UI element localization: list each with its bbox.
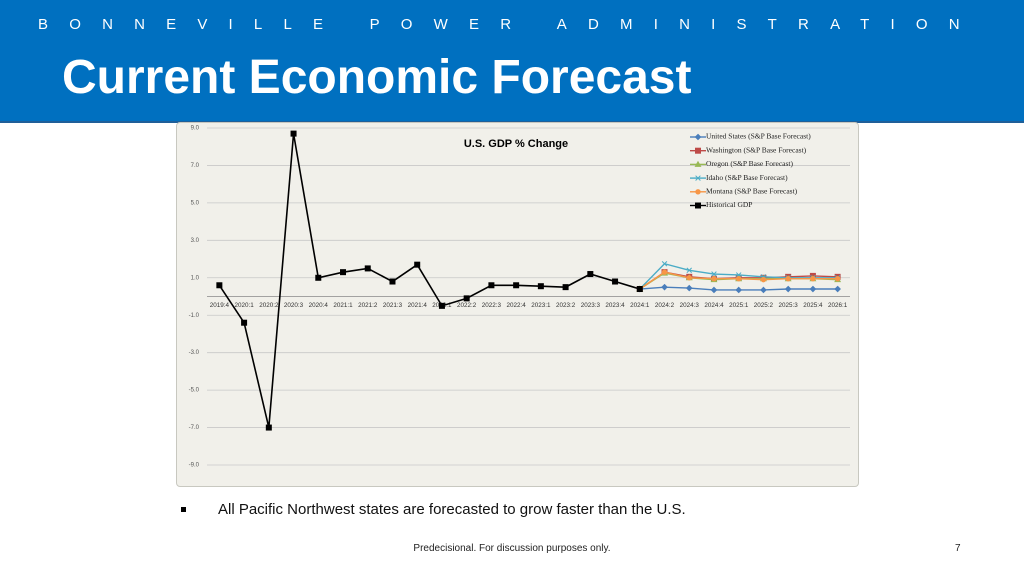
series-line bbox=[218, 133, 641, 428]
header-bar: BONNEVILLE POWER ADMINISTRATION Current … bbox=[0, 0, 1024, 123]
x-tick-label: 2020:4 bbox=[309, 302, 329, 309]
x-tick-label: 2020:1 bbox=[234, 302, 254, 309]
x-tick-label: 2022:3 bbox=[482, 302, 502, 309]
y-tick-label: 3.0 bbox=[191, 238, 200, 244]
x-tick-label: 2022:4 bbox=[507, 302, 527, 309]
marker bbox=[463, 295, 470, 302]
marker bbox=[414, 261, 421, 268]
marker bbox=[265, 424, 272, 431]
x-tick-label: 2023:4 bbox=[605, 302, 625, 309]
y-tick-label: 5.0 bbox=[191, 200, 200, 206]
y-tick-label: -7.0 bbox=[189, 425, 200, 431]
marker bbox=[711, 271, 717, 277]
marker bbox=[686, 275, 692, 281]
marker bbox=[241, 319, 248, 326]
page-number: 7 bbox=[955, 543, 961, 554]
marker bbox=[785, 276, 791, 282]
y-tick-label: -9.0 bbox=[189, 463, 200, 469]
legend-label: United States (S&P Base Forecast) bbox=[706, 132, 811, 141]
bullet bbox=[181, 507, 186, 512]
marker bbox=[695, 175, 701, 181]
marker bbox=[711, 276, 717, 282]
x-tick-label: 2021:4 bbox=[408, 302, 428, 309]
bullet-text: All Pacific Northwest states are forecas… bbox=[218, 501, 686, 518]
marker bbox=[661, 283, 668, 291]
x-tick-label: 2024:4 bbox=[704, 302, 724, 309]
marker bbox=[695, 147, 701, 154]
chart-title: U.S. GDP % Change bbox=[464, 138, 568, 150]
legend-label: Oregon (S&P Base Forecast) bbox=[706, 159, 793, 168]
legend-label: Idaho (S&P Base Forecast) bbox=[706, 173, 788, 182]
marker bbox=[562, 284, 569, 291]
x-tick-label: 2025:2 bbox=[754, 302, 774, 309]
marker bbox=[661, 260, 668, 267]
x-tick-label: 2024:1 bbox=[630, 302, 650, 309]
y-tick-label: 9.0 bbox=[191, 126, 200, 132]
marker bbox=[710, 286, 718, 294]
marker bbox=[784, 285, 792, 293]
x-tick-label: 2025:1 bbox=[729, 302, 749, 309]
marker bbox=[695, 189, 701, 195]
marker bbox=[810, 276, 816, 282]
chart-frame bbox=[176, 122, 859, 487]
x-tick-label: 2025:3 bbox=[779, 302, 799, 309]
marker bbox=[612, 278, 619, 285]
marker bbox=[695, 202, 701, 209]
x-tick-label: 2022:2 bbox=[457, 302, 477, 309]
x-tick-label: 2020:3 bbox=[284, 302, 304, 309]
marker bbox=[587, 271, 594, 278]
x-tick-label: 2023:2 bbox=[556, 302, 576, 309]
marker bbox=[735, 286, 743, 294]
x-tick-label: 2021:3 bbox=[383, 302, 403, 309]
x-tick-label: 2025:4 bbox=[803, 302, 823, 309]
legend-label: Historical GDP bbox=[706, 200, 752, 209]
marker bbox=[834, 276, 841, 282]
legend-label: Montana (S&P Base Forecast) bbox=[706, 187, 798, 196]
marker bbox=[290, 130, 297, 137]
slide-title: Current Economic Forecast bbox=[62, 51, 692, 104]
marker bbox=[364, 265, 371, 272]
marker bbox=[694, 160, 702, 167]
marker bbox=[661, 269, 668, 275]
marker bbox=[488, 282, 495, 289]
y-tick-label: -3.0 bbox=[189, 350, 200, 356]
y-tick-label: -5.0 bbox=[189, 388, 200, 394]
x-tick-label: 2020:2 bbox=[259, 302, 279, 309]
y-tick-label: -1.0 bbox=[189, 313, 200, 319]
footer: Predecisional. For discussion purposes o… bbox=[413, 543, 611, 554]
marker bbox=[216, 282, 223, 289]
x-tick-label: 2021:2 bbox=[358, 302, 378, 309]
marker bbox=[694, 133, 702, 141]
x-tick-label: 2024:2 bbox=[655, 302, 675, 309]
marker bbox=[685, 284, 693, 292]
marker bbox=[736, 276, 742, 282]
x-tick-label: 2023:3 bbox=[581, 302, 601, 309]
organization: BONNEVILLE POWER ADMINISTRATION bbox=[38, 16, 981, 33]
y-tick-label: 1.0 bbox=[191, 275, 200, 281]
marker bbox=[636, 286, 643, 293]
marker bbox=[537, 283, 544, 290]
x-tick-label: 2026:1 bbox=[828, 302, 848, 309]
marker bbox=[513, 282, 520, 289]
legend-label: Washington (S&P Base Forecast) bbox=[706, 145, 807, 154]
x-tick-label: 2019:4 bbox=[210, 302, 230, 309]
marker bbox=[389, 278, 396, 285]
marker bbox=[438, 302, 445, 309]
marker bbox=[315, 274, 322, 281]
x-tick-label: 2024:3 bbox=[680, 302, 700, 309]
x-tick-label: 2023:1 bbox=[531, 302, 551, 309]
marker bbox=[340, 269, 347, 276]
marker bbox=[834, 285, 841, 293]
x-tick-label: 2021:1 bbox=[333, 302, 353, 309]
marker bbox=[760, 276, 767, 283]
marker bbox=[760, 286, 767, 294]
y-tick-label: 7.0 bbox=[191, 163, 200, 169]
marker bbox=[809, 285, 817, 293]
marker bbox=[686, 267, 693, 274]
